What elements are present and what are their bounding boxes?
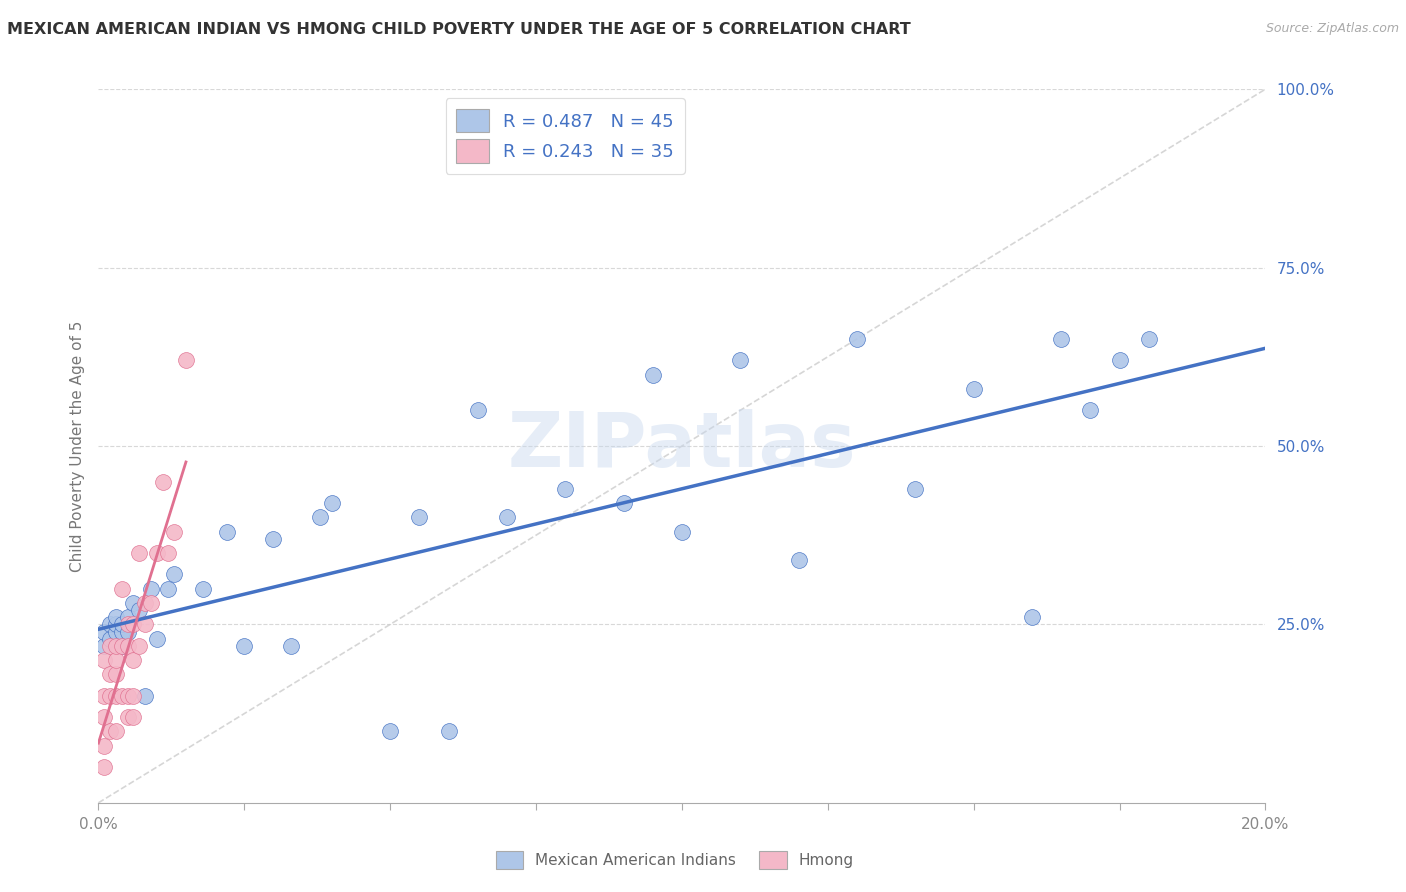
Point — [104, 610, 127, 624]
Point — [93, 639, 115, 653]
Point — [845, 332, 868, 346]
Point — [1050, 332, 1073, 346]
Point — [93, 624, 115, 639]
Point — [309, 510, 332, 524]
Point — [728, 353, 751, 368]
Point — [93, 760, 115, 774]
Point — [215, 524, 238, 539]
Point — [128, 603, 150, 617]
Point — [262, 532, 284, 546]
Point — [122, 596, 145, 610]
Point — [104, 689, 127, 703]
Point — [93, 710, 115, 724]
Point — [104, 653, 127, 667]
Point — [122, 689, 145, 703]
Point — [117, 624, 139, 639]
Point — [1108, 353, 1130, 368]
Point — [134, 689, 156, 703]
Point — [117, 710, 139, 724]
Point — [111, 617, 134, 632]
Point — [104, 624, 127, 639]
Point — [787, 553, 810, 567]
Legend: R = 0.487   N = 45, R = 0.243   N = 35: R = 0.487 N = 45, R = 0.243 N = 35 — [446, 98, 685, 174]
Point — [104, 724, 127, 739]
Point — [152, 475, 174, 489]
Point — [163, 524, 186, 539]
Point — [122, 710, 145, 724]
Point — [122, 617, 145, 632]
Point — [111, 639, 134, 653]
Point — [98, 689, 121, 703]
Point — [321, 496, 343, 510]
Point — [495, 510, 517, 524]
Point — [104, 667, 127, 681]
Point — [93, 739, 115, 753]
Point — [139, 582, 162, 596]
Point — [641, 368, 664, 382]
Point — [554, 482, 576, 496]
Point — [128, 546, 150, 560]
Point — [174, 353, 197, 368]
Point — [193, 582, 215, 596]
Point — [139, 596, 162, 610]
Text: ZIPatlas: ZIPatlas — [508, 409, 856, 483]
Point — [1021, 610, 1043, 624]
Point — [962, 382, 984, 396]
Point — [111, 689, 134, 703]
Point — [157, 546, 180, 560]
Y-axis label: Child Poverty Under the Age of 5: Child Poverty Under the Age of 5 — [69, 320, 84, 572]
Point — [134, 617, 156, 632]
Point — [128, 639, 150, 653]
Text: MEXICAN AMERICAN INDIAN VS HMONG CHILD POVERTY UNDER THE AGE OF 5 CORRELATION CH: MEXICAN AMERICAN INDIAN VS HMONG CHILD P… — [7, 22, 911, 37]
Point — [104, 617, 127, 632]
Text: Source: ZipAtlas.com: Source: ZipAtlas.com — [1265, 22, 1399, 36]
Point — [157, 582, 180, 596]
Point — [163, 567, 186, 582]
Point — [437, 724, 460, 739]
Point — [98, 639, 121, 653]
Point — [146, 546, 169, 560]
Point — [1137, 332, 1160, 346]
Point — [111, 639, 134, 653]
Point — [233, 639, 256, 653]
Point — [117, 610, 139, 624]
Point — [98, 667, 121, 681]
Point — [904, 482, 927, 496]
Point — [117, 639, 139, 653]
Point — [98, 632, 121, 646]
Point — [104, 639, 127, 653]
Point — [280, 639, 302, 653]
Point — [467, 403, 489, 417]
Point — [134, 596, 156, 610]
Point — [98, 617, 121, 632]
Point — [146, 632, 169, 646]
Point — [117, 617, 139, 632]
Point — [122, 653, 145, 667]
Point — [111, 624, 134, 639]
Point — [1080, 403, 1102, 417]
Point — [408, 510, 430, 524]
Legend: Mexican American Indians, Hmong: Mexican American Indians, Hmong — [489, 845, 860, 875]
Point — [117, 689, 139, 703]
Point — [612, 496, 634, 510]
Point — [93, 689, 115, 703]
Point — [671, 524, 693, 539]
Point — [93, 653, 115, 667]
Point — [378, 724, 402, 739]
Point — [111, 582, 134, 596]
Point — [98, 724, 121, 739]
